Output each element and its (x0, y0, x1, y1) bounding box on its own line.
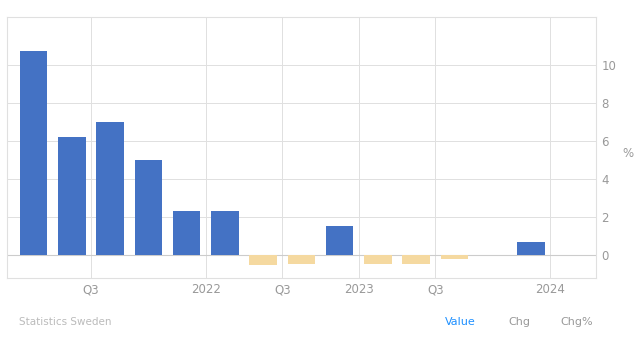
Text: Chg: Chg (509, 317, 531, 327)
Bar (441, 255, 468, 259)
Bar (326, 226, 353, 255)
Text: Statistics Sweden: Statistics Sweden (19, 317, 112, 327)
Bar (403, 255, 430, 265)
Bar (250, 255, 277, 266)
Bar (173, 211, 200, 255)
Bar (287, 255, 316, 264)
Text: Value: Value (445, 317, 476, 327)
Y-axis label: %: % (622, 147, 633, 160)
Bar (97, 122, 124, 255)
Text: Chg%: Chg% (560, 317, 593, 327)
Bar (364, 255, 392, 265)
Bar (211, 211, 239, 255)
Bar (20, 51, 47, 255)
Bar (517, 242, 545, 255)
Bar (134, 160, 162, 255)
Bar (58, 137, 86, 255)
